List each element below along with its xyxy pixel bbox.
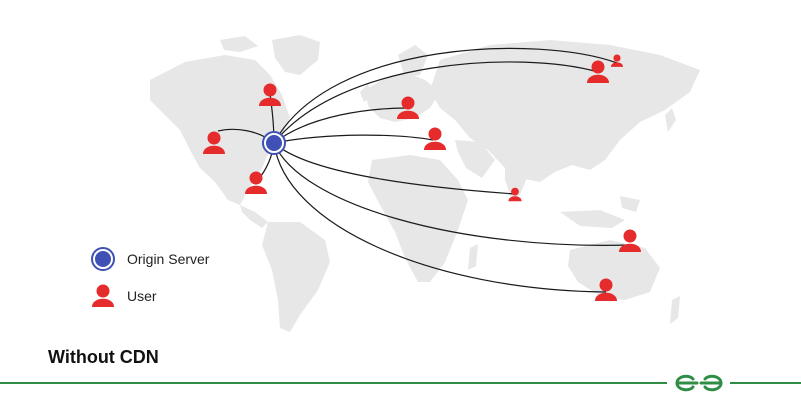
legend-user: User <box>91 284 157 308</box>
connection-lines <box>217 47 631 293</box>
footer-divider-left <box>0 382 667 384</box>
link-to-user-southeast-asia <box>273 142 631 246</box>
link-to-user-east-asia <box>273 61 599 144</box>
geeksforgeeks-logo-icon <box>675 374 723 392</box>
origin-server-icon <box>91 247 115 271</box>
link-to-user-eastern-europe <box>273 134 434 144</box>
link-to-user-india <box>273 142 516 195</box>
link-to-user-europe <box>273 107 409 144</box>
origin-server-icon <box>262 131 286 155</box>
world-map <box>150 35 700 332</box>
link-to-user-northeast-asia <box>273 47 618 144</box>
legend-user-label: User <box>127 288 157 304</box>
diagram-caption: Without CDN <box>48 347 159 367</box>
legend-origin-server-label: Origin Server <box>127 251 210 267</box>
user-icon <box>619 229 641 252</box>
link-to-user-australia <box>273 142 607 293</box>
user-icon <box>92 284 114 307</box>
footer-divider-right <box>730 382 801 384</box>
legend-origin-server: Origin Server <box>91 247 209 271</box>
